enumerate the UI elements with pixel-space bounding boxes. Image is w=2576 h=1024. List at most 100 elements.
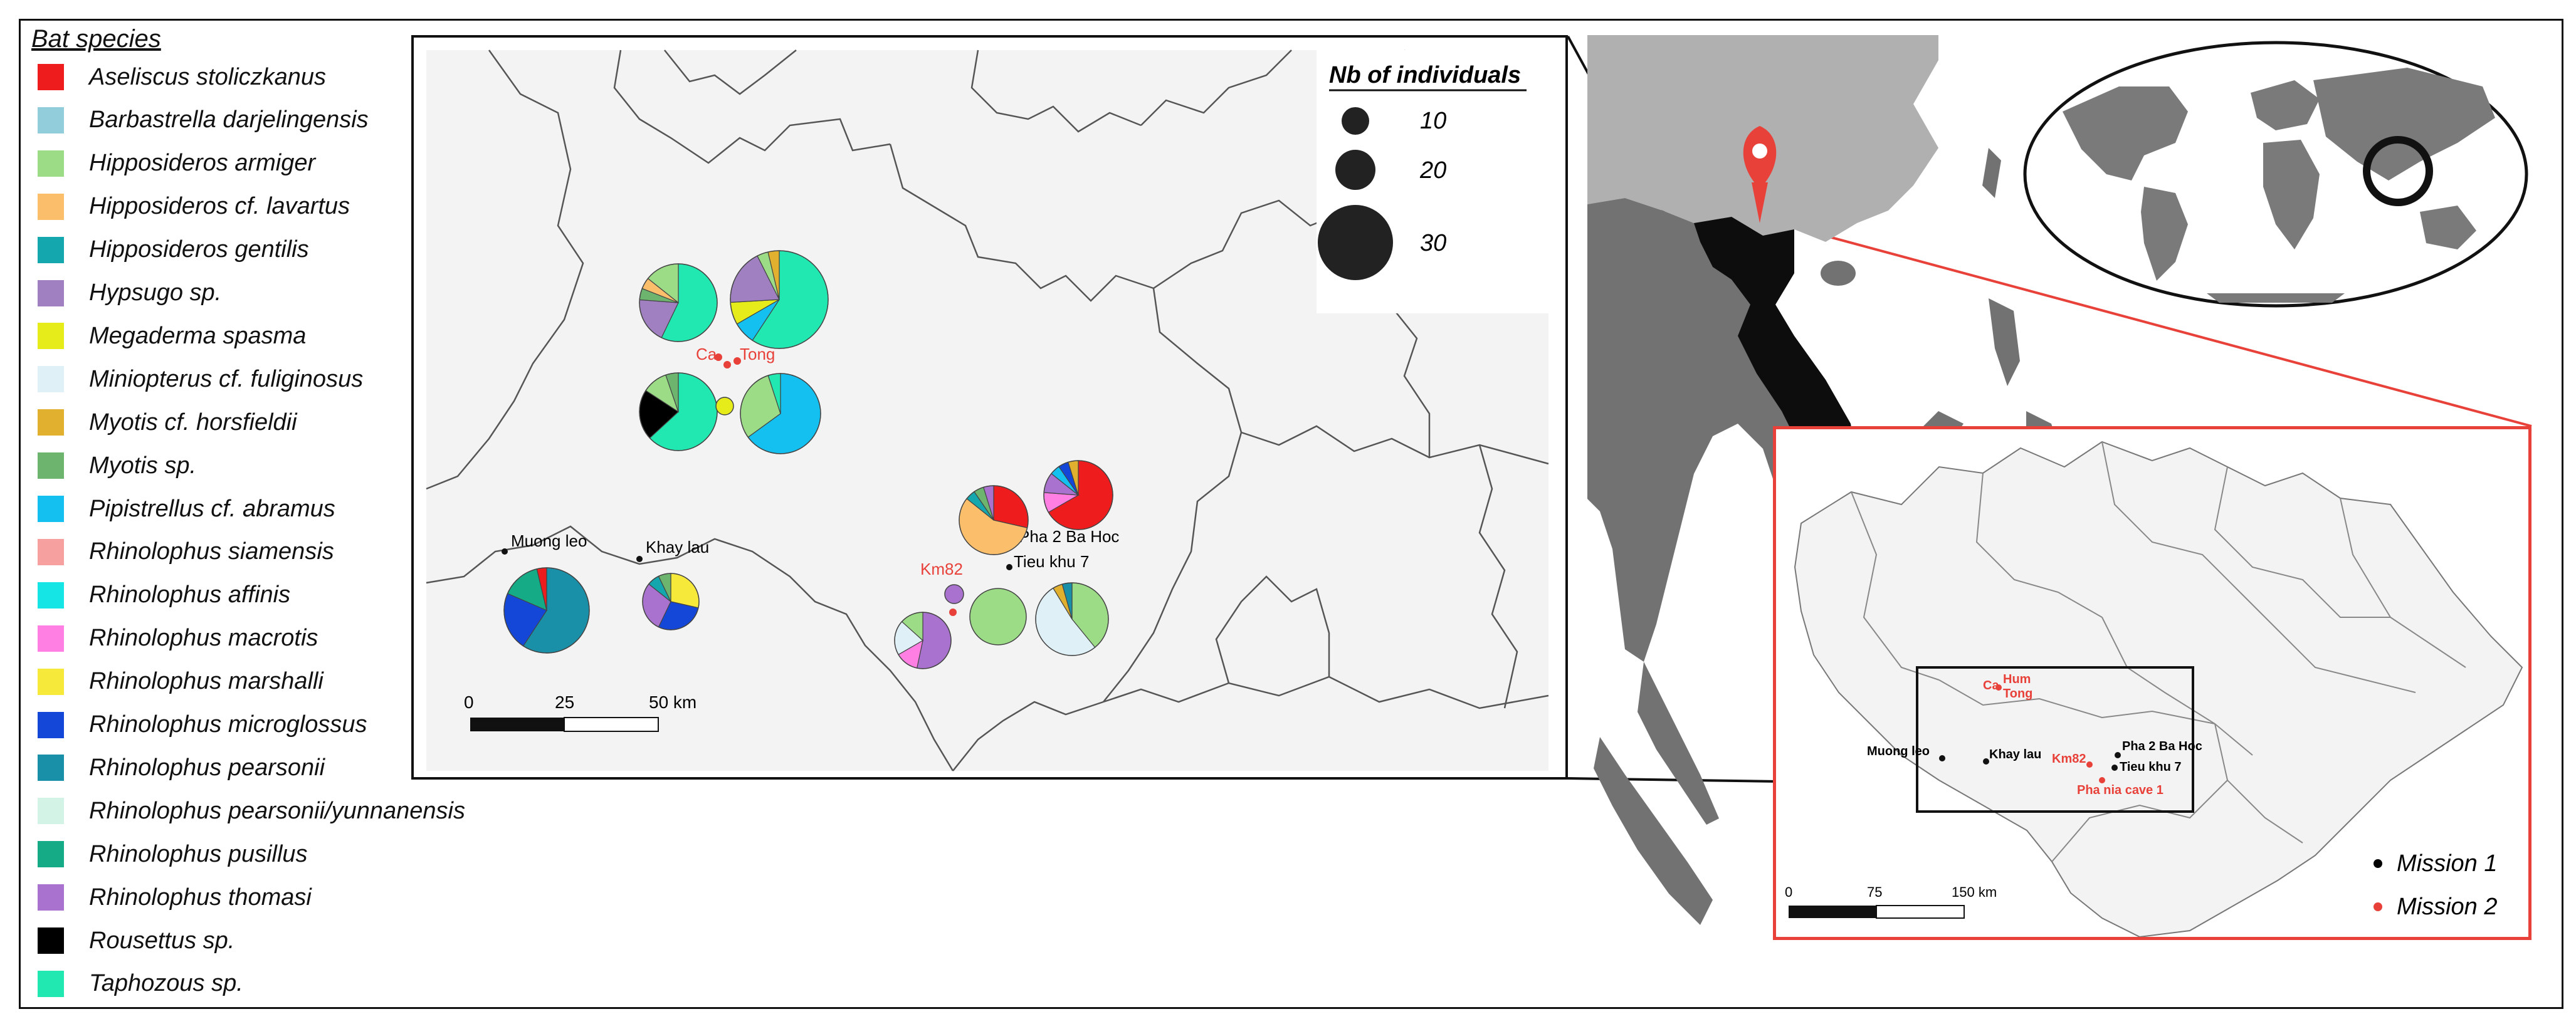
- pie-outline: [503, 567, 590, 654]
- mission-legend-box: [2353, 843, 2528, 937]
- inset-label-muong-leo: Muong leo: [1867, 744, 1930, 758]
- world-map: [2023, 41, 2528, 308]
- zoom-map-panel: Nb of individuals 10 20 30 Muong leo Kha…: [411, 35, 1568, 780]
- site-label-tieu-khu: Tieu khu 7: [1014, 552, 1089, 571]
- locator-panel: [1587, 35, 2547, 944]
- site-dot-tong: [733, 357, 741, 365]
- legend-item: Myotis sp.: [38, 450, 196, 481]
- legend-item: Barbastrella darjelingensis: [38, 105, 369, 136]
- site-dot-tieu-khu: [1006, 564, 1012, 570]
- size-circle-10: [1342, 107, 1369, 135]
- inset-label-pha-nia: Pha nia cave 1: [2077, 783, 2163, 797]
- legend-item: Rhinolophus thomasi: [38, 882, 312, 913]
- size-label-10: 10: [1420, 108, 1446, 134]
- legend-label: Rhinolophus pearsonii: [89, 754, 325, 781]
- legend-label: Megaderma spasma: [89, 322, 307, 349]
- legend-swatch: [38, 625, 64, 652]
- location-pin-icon: [1743, 126, 1777, 223]
- pie-outline: [959, 485, 1029, 555]
- philippines-luzon: [1989, 298, 2020, 386]
- scale-tick-25: 25: [555, 692, 574, 712]
- pie-chart: [969, 588, 1027, 645]
- pie-charts: [503, 250, 1113, 669]
- legend-swatch: [38, 323, 64, 350]
- legend-item: Hipposideros cf. lavartus: [38, 191, 350, 222]
- legend-item: Hipposideros gentilis: [38, 234, 309, 266]
- legend-item: Rhinolophus macrotis: [38, 623, 318, 654]
- legend-label: Taphozous sp.: [89, 970, 243, 997]
- legend-label: Hipposideros cf. lavartus: [89, 193, 350, 220]
- legend-label: Rhinolophus affinis: [89, 582, 291, 609]
- legend-swatch: [38, 755, 64, 781]
- legend-item: Aseliscus stoliczkanus: [38, 61, 326, 93]
- legend-swatch: [38, 841, 64, 868]
- size-circle-20: [1335, 150, 1375, 190]
- legend-swatch: [38, 409, 64, 436]
- legend-item: Rhinolophus pearsonii: [38, 752, 325, 783]
- pie-slice: [969, 588, 1027, 645]
- legend-item: Hypsugo sp.: [38, 278, 221, 309]
- se-asia-map: [1587, 35, 2064, 925]
- legend-swatch: [38, 884, 64, 911]
- mission2-label: Mission 2: [2397, 894, 2498, 920]
- legend-label: Myotis sp.: [89, 452, 197, 479]
- pie-outline: [1043, 460, 1113, 530]
- legend-label: Hipposideros gentilis: [89, 236, 309, 263]
- legend-item: Hipposideros armiger: [38, 148, 315, 179]
- pie-chart: [730, 250, 829, 349]
- pie-outline: [740, 373, 821, 454]
- site-dot-ca: [715, 353, 722, 361]
- legend-label: Myotis cf. horsfieldii: [89, 409, 297, 436]
- mission1-label: Mission 1: [2397, 850, 2498, 877]
- legend-item: Miniopterus cf. fuliginosus: [38, 363, 363, 395]
- legend-label: Pipistrellus cf. abramus: [89, 495, 335, 522]
- legend-swatch: [38, 496, 64, 522]
- size-legend-title: Nb of individuals: [1329, 62, 1521, 88]
- inset-scale-tick-150: 150 km: [1952, 884, 1997, 900]
- size-circle-30: [1318, 205, 1393, 280]
- size-label-30: 30: [1420, 230, 1446, 256]
- pie-chart: [894, 612, 952, 669]
- legend-label: Barbastrella darjelingensis: [89, 107, 369, 133]
- inset-dot-pha-nia: [2099, 777, 2105, 783]
- legend-label: Rhinolophus microglossus: [89, 711, 367, 738]
- pie-chart: [944, 584, 964, 604]
- inset-map: Muong leo Khay lau Pha 2 Ba Hoc Tieu khu…: [1785, 441, 2528, 938]
- site-dot-ca-2: [723, 361, 731, 368]
- red-connector-right: [1717, 206, 2532, 427]
- pie-chart: [1035, 582, 1109, 656]
- hainan: [1821, 261, 1856, 286]
- legend-item: Rhinolophus siamensis: [38, 536, 334, 568]
- site-label-khay-lau: Khay lau: [646, 538, 709, 556]
- legend-swatch: [38, 280, 64, 306]
- pie-chart: [639, 372, 718, 451]
- zoom-extent-rect: [1916, 666, 2194, 813]
- legend-label: Miniopterus cf. fuliginosus: [89, 365, 364, 392]
- legend-title: Bat species: [31, 25, 161, 53]
- legend-swatch: [38, 107, 64, 133]
- legend-item: Rhinolophus pearsonii/yunnanensis: [38, 795, 465, 827]
- pie-chart: [959, 485, 1029, 555]
- legend-item: Rhinolophus pusillus: [38, 839, 308, 870]
- inset-label-khay-lau: Khay lau: [1989, 748, 2041, 761]
- legend-swatch: [38, 538, 64, 565]
- pie-chart: [1043, 460, 1113, 530]
- legend-label: Rousettus sp.: [89, 927, 235, 954]
- pie-chart: [503, 567, 590, 654]
- zoom-scale-bar: 0 25 50 km: [464, 692, 697, 732]
- legend-swatch: [38, 452, 64, 479]
- sumatra: [1594, 737, 1713, 925]
- inset-label-pha2: Pha 2 Ba Hoc: [2122, 739, 2202, 753]
- legend-label: Rhinolophus siamensis: [89, 538, 334, 565]
- mainland-se-asia: [1587, 198, 1857, 662]
- inset-dot-km82: [2086, 761, 2093, 768]
- legend-swatch: [38, 970, 64, 997]
- inset-scale-bar: 0 75 150 km: [1785, 884, 1997, 919]
- legend-swatch: [38, 711, 64, 738]
- site-dot-khay-lau: [636, 556, 643, 562]
- pie-chart: [715, 397, 734, 415]
- inset-dot-ca: [1995, 684, 2002, 691]
- inset-scale-tick-0: 0: [1785, 884, 1792, 900]
- site-label-km82: Km82: [920, 560, 963, 578]
- legend-label: Rhinolophus marshalli: [89, 668, 323, 695]
